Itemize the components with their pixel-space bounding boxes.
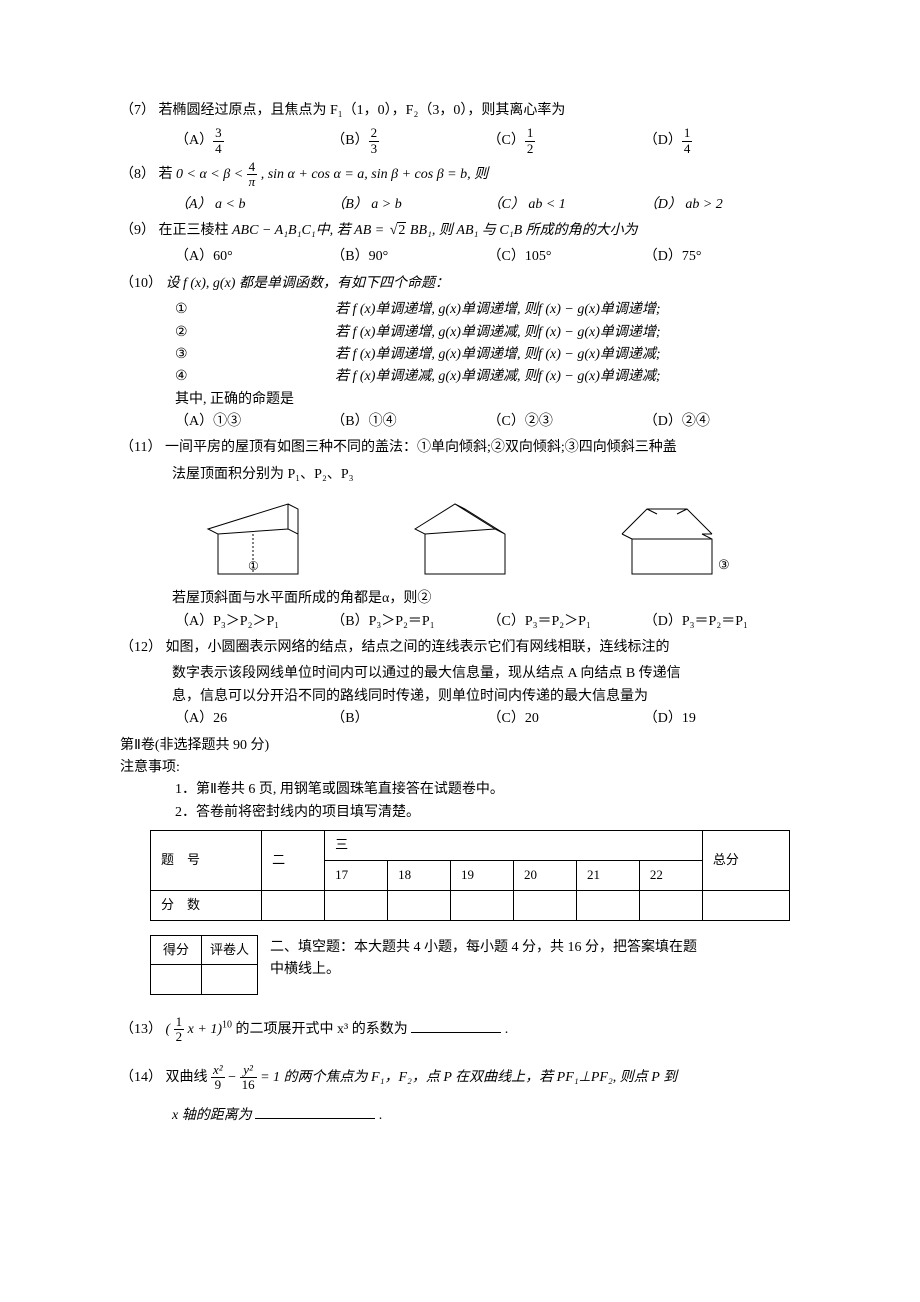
q11-text3: 若屋顶斜面与水平面所成的角都是α，则②: [120, 588, 800, 610]
q9-opt-c: （C）105°: [488, 246, 644, 268]
q11-opt-c: （C）P₃＝P₂＞P₁: [488, 611, 644, 633]
question-7: （7） 若椭圆经过原点，且焦点为 F₁（1，0），F₂（3，0），则其离心率为: [120, 100, 800, 122]
q10-number: （10）: [120, 276, 162, 291]
q7-number: （7）: [120, 103, 155, 118]
roof-diagram-1: ①: [198, 494, 308, 584]
q8-opt-b: （B） a > b: [331, 194, 487, 216]
q9-opt-d: （D）75°: [644, 246, 800, 268]
table-row: 题 号 二 三 总分: [151, 831, 790, 861]
section2-header: 第Ⅱ卷(非选择题共 90 分): [120, 735, 800, 757]
q12-opt-b: （B）: [331, 708, 487, 730]
question-8: （8） 若 0 < α < β < 4π , sin α + cos α = a…: [120, 160, 800, 190]
q13-blank: [411, 1018, 501, 1033]
q12-options: （A）26 （B） （C）20 （D）19: [120, 708, 800, 730]
q11-text2: 法屋顶面积分别为 P₁、P₂、P₃: [120, 464, 800, 486]
q10-mid: 其中, 正确的命题是: [120, 389, 800, 411]
roof-svg-3: [612, 494, 722, 584]
q10-options: （A）①③ （B）①④ （C）②③ （D）②④: [120, 411, 800, 433]
q8-number: （8）: [120, 167, 155, 182]
q11-opt-b: （B）P₃＞P₂＝P₁: [331, 611, 487, 633]
note-1: 1．第Ⅱ卷共 6 页, 用钢笔或圆珠笔直接答在试题卷中。: [120, 779, 800, 801]
q8-options: （A） a < b （B） a > b （C） ab < 1 （D） ab > …: [120, 194, 800, 216]
q10-opt-d: （D）②④: [644, 411, 800, 433]
fill-section-header: 得分评卷人 二、填空题：本大题共 4 小题，每小题 4 分，共 16 分，把答案…: [120, 935, 800, 996]
note-2: 2．答卷前将密封线内的项目填写清楚。: [120, 802, 800, 824]
q9-number: （9）: [120, 223, 155, 238]
question-14: （14） 双曲线 x²9 − y²16 = 1 的两个焦点为 F₁，F₂，点 P…: [120, 1063, 800, 1093]
roof-svg-2: [405, 494, 515, 584]
question-10: （10） 设 f (x), g(x) 都是单调函数，有如下四个命题：: [120, 273, 800, 295]
q12-opt-d: （D）19: [644, 708, 800, 730]
q8-opt-a: （A） a < b: [175, 194, 331, 216]
roof-svg-1: ①: [198, 494, 308, 584]
question-13: （13） ( 12 x + 1)10 的二项展开式中 x³ 的系数为 .: [120, 1015, 800, 1045]
table-row: 分 数: [151, 890, 790, 920]
q14-line2: x 轴的距离为 .: [120, 1104, 800, 1127]
q7-opt-a: （A）34: [175, 126, 331, 156]
q11-number: （11）: [120, 440, 161, 455]
q9-opt-a: （A）60°: [175, 246, 331, 268]
q7-text: 若椭圆经过原点，且焦点为 F₁（1，0），F₂（3，0），则其离心率为: [159, 103, 566, 118]
q8-opt-d: （D） ab > 2: [644, 194, 800, 216]
notes-title: 注意事项:: [120, 757, 800, 779]
svg-text:①: ①: [248, 559, 259, 573]
q7-opt-c: （C）12: [488, 126, 644, 156]
q11-opt-d: （D）P₃＝P₂＝P₁: [644, 611, 800, 633]
q10-opt-a: （A）①③: [175, 411, 331, 433]
q11-options: （A）P₃＞P₂＞P₁ （B）P₃＞P₂＝P₁ （C）P₃＝P₂＞P₁ （D）P…: [120, 611, 800, 633]
question-9: （9） 在正三棱柱 ABC − A₁B₁C₁中, 若 AB = 2 BB₁, 则…: [120, 220, 800, 242]
score-marker-table: 得分评卷人: [150, 935, 258, 996]
q9-opt-b: （B）90°: [331, 246, 487, 268]
q14-blank: [255, 1104, 375, 1119]
roof-diagram-3: ③: [612, 494, 722, 584]
score-table: 题 号 二 三 总分 17 18 19 20 21 22 分 数: [150, 830, 790, 920]
q7-opt-b: （B）23: [331, 126, 487, 156]
q7-opt-d: （D）14: [644, 126, 800, 156]
roof-diagram-2: [405, 494, 515, 584]
q7-options: （A）34 （B）23 （C）12 （D）14: [120, 126, 800, 156]
q8-opt-c: （C） ab < 1: [488, 194, 644, 216]
question-12: （12） 如图，小圆圈表示网络的结点，结点之间的连线表示它们有网线相联，连线标注…: [120, 637, 800, 659]
q10-propositions: ①若 f (x)单调递增, g(x)单调递增, 则f (x) − g(x)单调递…: [120, 299, 800, 389]
question-11: （11） 一间平房的屋顶有如图三种不同的盖法：①单向倾斜;②双向倾斜;③四向倾斜…: [120, 437, 800, 459]
q12-opt-a: （A）26: [175, 708, 331, 730]
q13-number: （13）: [120, 1022, 162, 1037]
q12-number: （12）: [120, 640, 162, 655]
q11-diagrams: ① ③: [120, 486, 800, 588]
q11-opt-a: （A）P₃＞P₂＞P₁: [175, 611, 331, 633]
q9-options: （A）60° （B）90° （C）105° （D）75°: [120, 246, 800, 268]
q12-opt-c: （C）20: [488, 708, 644, 730]
q14-number: （14）: [120, 1070, 162, 1085]
q10-opt-c: （C）②③: [488, 411, 644, 433]
q10-opt-b: （B）①④: [331, 411, 487, 433]
